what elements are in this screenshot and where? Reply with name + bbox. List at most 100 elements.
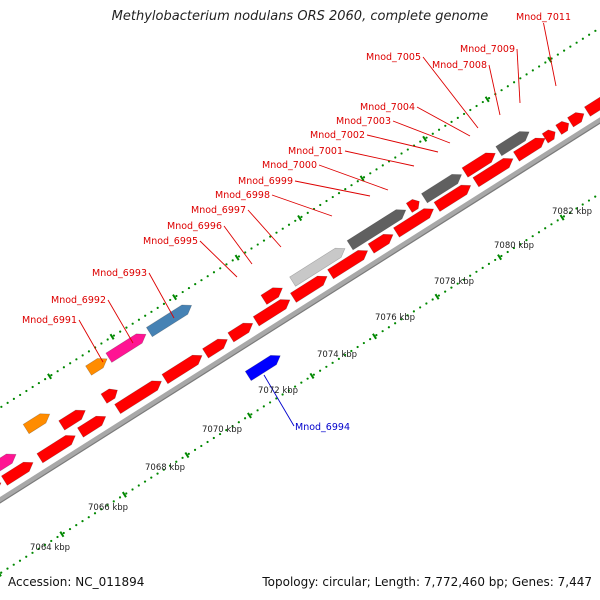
minor-tick: [281, 227, 284, 230]
gene-arrow-steelblue: [145, 304, 193, 338]
minor-tick: [400, 318, 403, 321]
minor-tick: [93, 512, 97, 515]
gene-arrow-forward: [0, 461, 34, 486]
minor-tick: [431, 132, 434, 135]
minor-tick: [325, 365, 328, 368]
gene-arrow-forward: [405, 199, 420, 213]
minor-tick: [569, 211, 572, 214]
ruler-label: 7066 kbp: [88, 503, 128, 513]
minor-tick: [119, 330, 122, 333]
minor-tick: [37, 381, 40, 385]
minor-tick: [569, 45, 572, 48]
gene-arrow-pink: [0, 453, 17, 486]
gene-arrow-forward: [77, 415, 107, 438]
minor-tick: [87, 350, 91, 353]
minor-tick: [594, 29, 597, 32]
gene-arrow-forward: [260, 287, 283, 305]
minor-tick: [194, 283, 197, 286]
ruler-label: 7076 kbp: [375, 313, 415, 323]
ruler-label: 7080 kbp: [494, 241, 534, 251]
minor-tick: [300, 381, 303, 384]
minor-tick: [287, 389, 290, 392]
minor-tick: [312, 373, 315, 376]
gene-arrow-forward: [367, 233, 394, 254]
minor-tick: [500, 89, 503, 92]
minor-tick: [0, 405, 3, 408]
minor-tick: [281, 393, 284, 396]
minor-tick: [519, 77, 522, 80]
major-tick: [109, 333, 115, 340]
label-leader-line: [344, 150, 415, 167]
minor-tick: [125, 326, 128, 329]
minor-tick: [462, 278, 466, 281]
minor-tick: [131, 322, 134, 325]
label-leader-line: [416, 106, 471, 137]
minor-tick: [56, 535, 59, 539]
genome-summary-text: Topology: circular; Length: 7,772,460 bp…: [262, 575, 592, 589]
minor-tick: [387, 326, 390, 329]
minor-tick: [531, 69, 534, 72]
gene-label: Mnod_6995: [143, 236, 198, 247]
gene-arrow-forward: [472, 158, 514, 188]
minor-tick: [588, 33, 591, 36]
gene-label: Mnod_7001: [288, 146, 343, 157]
minor-tick: [212, 271, 216, 274]
minor-tick: [137, 484, 140, 487]
gene-arrow-pink: [105, 333, 147, 363]
minor-tick: [469, 274, 472, 277]
minor-tick: [244, 251, 247, 254]
minor-tick: [56, 370, 59, 373]
gene-arrow-darkgray: [346, 209, 407, 251]
minor-tick: [581, 203, 584, 206]
gene-label: Mnod_7003: [336, 116, 391, 127]
minor-tick: [50, 374, 53, 377]
minor-tick: [356, 345, 359, 349]
minor-tick: [512, 246, 516, 250]
minor-tick: [506, 85, 509, 88]
gene-label: Mnod_6996: [167, 221, 222, 232]
minor-tick: [106, 504, 109, 507]
minor-tick: [475, 104, 478, 108]
major-tick: [47, 373, 52, 380]
minor-tick: [375, 168, 378, 171]
minor-tick: [231, 259, 234, 262]
minor-tick: [331, 195, 334, 199]
gene-label: Mnod_7005: [366, 52, 421, 63]
minor-tick: [425, 136, 428, 139]
gene-arrow-forward: [36, 435, 76, 464]
gene-arrow-forward: [58, 409, 86, 431]
minor-tick: [419, 140, 422, 143]
minor-tick: [437, 294, 441, 297]
minor-tick: [118, 496, 122, 499]
major-tick: [247, 412, 252, 419]
gene-label: Mnod_6999: [238, 176, 293, 187]
minor-tick: [150, 476, 153, 479]
minor-tick: [400, 152, 403, 155]
backbone-line: [0, 117, 600, 503]
minor-tick: [550, 223, 553, 226]
minor-tick: [575, 41, 578, 44]
gene-label: Mnod_6993: [92, 268, 147, 279]
minor-tick: [37, 547, 40, 550]
gene-label: Mnod_6997: [191, 205, 246, 216]
minor-tick: [231, 425, 234, 428]
minor-tick: [219, 267, 222, 270]
minor-tick: [481, 266, 484, 269]
minor-tick: [362, 341, 365, 345]
gene-arrow-forward: [114, 380, 162, 415]
minor-tick: [162, 302, 166, 306]
minor-tick: [69, 362, 72, 365]
minor-tick: [450, 120, 453, 123]
minor-tick: [200, 279, 203, 282]
gene-label: Mnod_6998: [215, 190, 270, 201]
gene-arrow-lightgray: [289, 247, 346, 287]
minor-tick: [75, 524, 78, 527]
gene-label: Mnod_6991: [22, 315, 77, 326]
minor-tick: [337, 191, 341, 195]
gene-arrow-reverse: [244, 355, 281, 382]
minor-tick: [100, 342, 103, 345]
minor-tick: [337, 357, 340, 360]
minor-tick: [444, 124, 447, 127]
major-tick: [0, 572, 2, 577]
genome-title: Methylobacterium nodulans ORS 2060, comp…: [111, 9, 489, 24]
